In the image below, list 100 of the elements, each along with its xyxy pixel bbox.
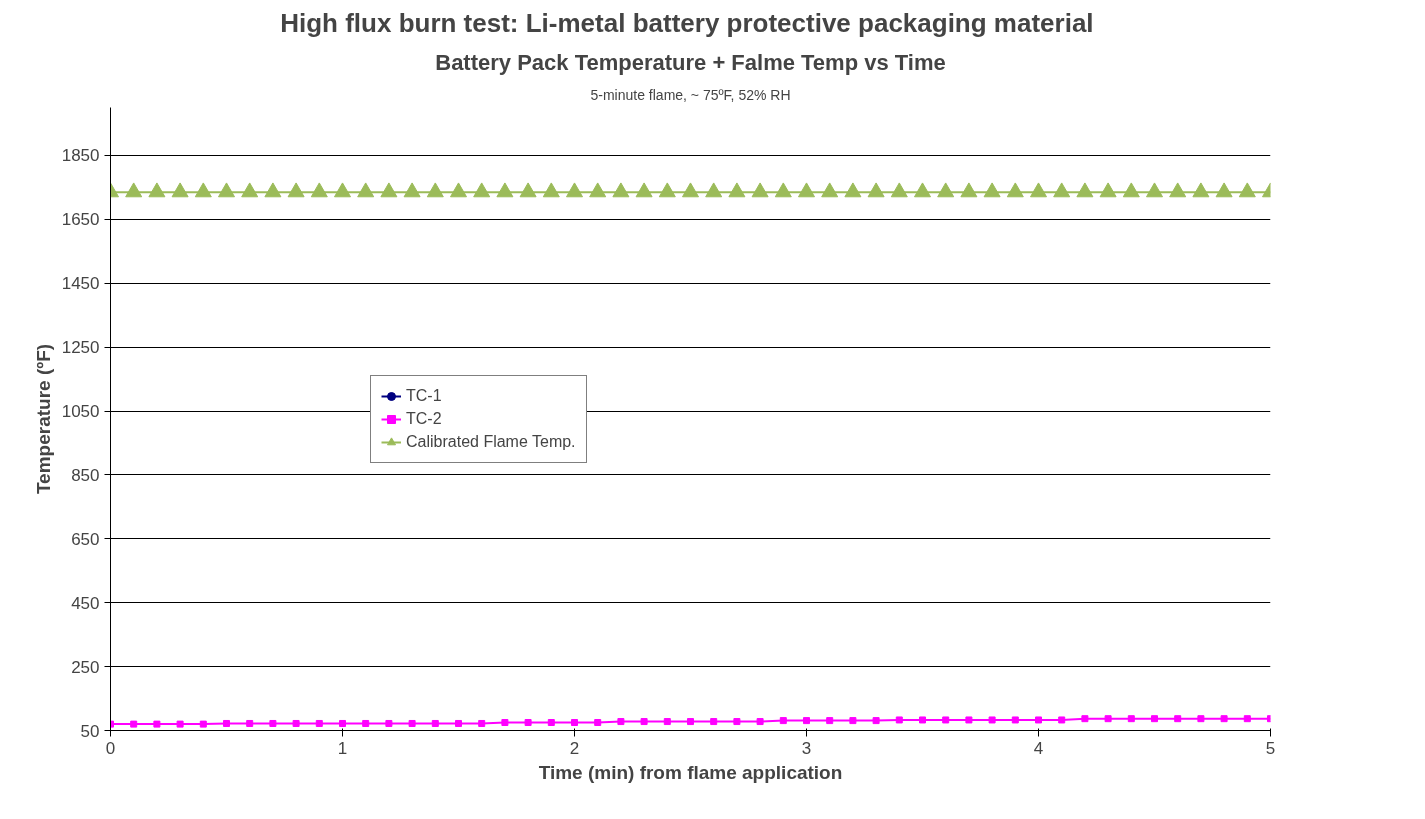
point xyxy=(1006,182,1024,198)
point xyxy=(733,718,741,726)
point xyxy=(519,182,537,198)
point xyxy=(1030,182,1047,198)
point xyxy=(496,182,514,198)
text: 5-minute flame, ~ 75ºF, 52% RH xyxy=(590,86,791,103)
point xyxy=(1127,715,1135,723)
point xyxy=(246,719,254,727)
point xyxy=(1215,182,1233,198)
point xyxy=(357,182,375,198)
point xyxy=(455,719,462,727)
point xyxy=(380,182,398,198)
point xyxy=(612,182,630,198)
x-axis-title: Time (min) from flame application xyxy=(538,761,843,783)
chart-subtitle: Battery Pack Temperature + Falme Temp vs Time xyxy=(435,49,946,75)
point xyxy=(779,717,787,725)
point xyxy=(960,182,978,198)
point xyxy=(130,720,138,728)
point xyxy=(241,182,259,198)
point xyxy=(403,182,421,198)
y-tick-label: 1050 xyxy=(61,402,100,422)
point xyxy=(478,719,486,727)
chart-title: High flux burn test: Li-metal battery protective packaging material xyxy=(280,7,1094,38)
point xyxy=(218,182,235,198)
point xyxy=(751,182,769,198)
point xyxy=(1053,182,1071,198)
point xyxy=(1220,715,1228,723)
point xyxy=(914,182,931,198)
point xyxy=(937,182,955,198)
point xyxy=(1011,716,1019,724)
legend-label: TC-1 xyxy=(406,386,442,405)
point xyxy=(919,716,926,724)
point xyxy=(1099,182,1117,198)
point xyxy=(524,719,532,727)
point xyxy=(571,719,578,727)
point xyxy=(264,182,282,198)
point xyxy=(895,716,903,724)
point xyxy=(339,719,346,727)
point xyxy=(148,182,166,198)
point xyxy=(594,719,602,727)
point xyxy=(194,182,212,198)
point xyxy=(199,720,207,728)
point xyxy=(334,182,351,198)
point xyxy=(153,720,161,728)
y-tick-label: 1450 xyxy=(61,274,100,294)
x-tick-label: 1 xyxy=(337,738,348,758)
point xyxy=(589,182,607,198)
point xyxy=(756,718,764,726)
point xyxy=(774,182,792,198)
point xyxy=(501,719,509,727)
x-tick-label: 5 xyxy=(1265,738,1276,758)
point xyxy=(890,182,908,198)
x-tick-label: 2 xyxy=(569,738,580,758)
point xyxy=(385,719,393,727)
point xyxy=(710,718,718,726)
y-tick-label: 1850 xyxy=(61,146,100,166)
x-tick-label: 4 xyxy=(1033,738,1044,758)
point xyxy=(1243,715,1251,723)
point xyxy=(223,719,230,727)
point xyxy=(687,718,694,726)
point xyxy=(176,720,184,728)
point xyxy=(844,182,862,198)
point xyxy=(362,719,370,727)
y-tick-label: 450 xyxy=(71,593,100,613)
point xyxy=(310,182,328,198)
point xyxy=(803,717,810,725)
point xyxy=(450,182,467,198)
point xyxy=(798,182,815,198)
point xyxy=(1058,716,1066,724)
point xyxy=(965,716,973,724)
point xyxy=(431,719,439,727)
y-tick-label: 850 xyxy=(71,465,100,485)
point xyxy=(867,182,885,198)
point xyxy=(1197,715,1205,723)
point xyxy=(269,719,277,727)
point xyxy=(1035,716,1042,724)
point xyxy=(566,182,583,198)
point xyxy=(635,182,653,198)
legend-label: Calibrated Flame Temp. xyxy=(406,432,576,451)
point xyxy=(821,182,839,198)
point xyxy=(826,717,834,725)
point xyxy=(1081,715,1089,723)
point xyxy=(547,719,555,727)
point xyxy=(125,182,143,198)
point xyxy=(983,182,1001,198)
y-tick-label: 650 xyxy=(71,529,100,549)
point xyxy=(473,182,491,198)
point xyxy=(171,182,189,198)
point xyxy=(942,716,950,724)
y-tick-label: 1650 xyxy=(61,210,100,230)
point xyxy=(1122,182,1140,198)
point xyxy=(988,716,996,724)
point xyxy=(426,182,444,198)
x-tick-label: 0 xyxy=(105,738,116,758)
point xyxy=(1174,715,1182,723)
x-tick-label: 3 xyxy=(801,738,812,758)
point xyxy=(1169,182,1187,198)
y-tick-label: 250 xyxy=(71,657,100,677)
point xyxy=(1146,182,1163,198)
point xyxy=(658,182,676,198)
